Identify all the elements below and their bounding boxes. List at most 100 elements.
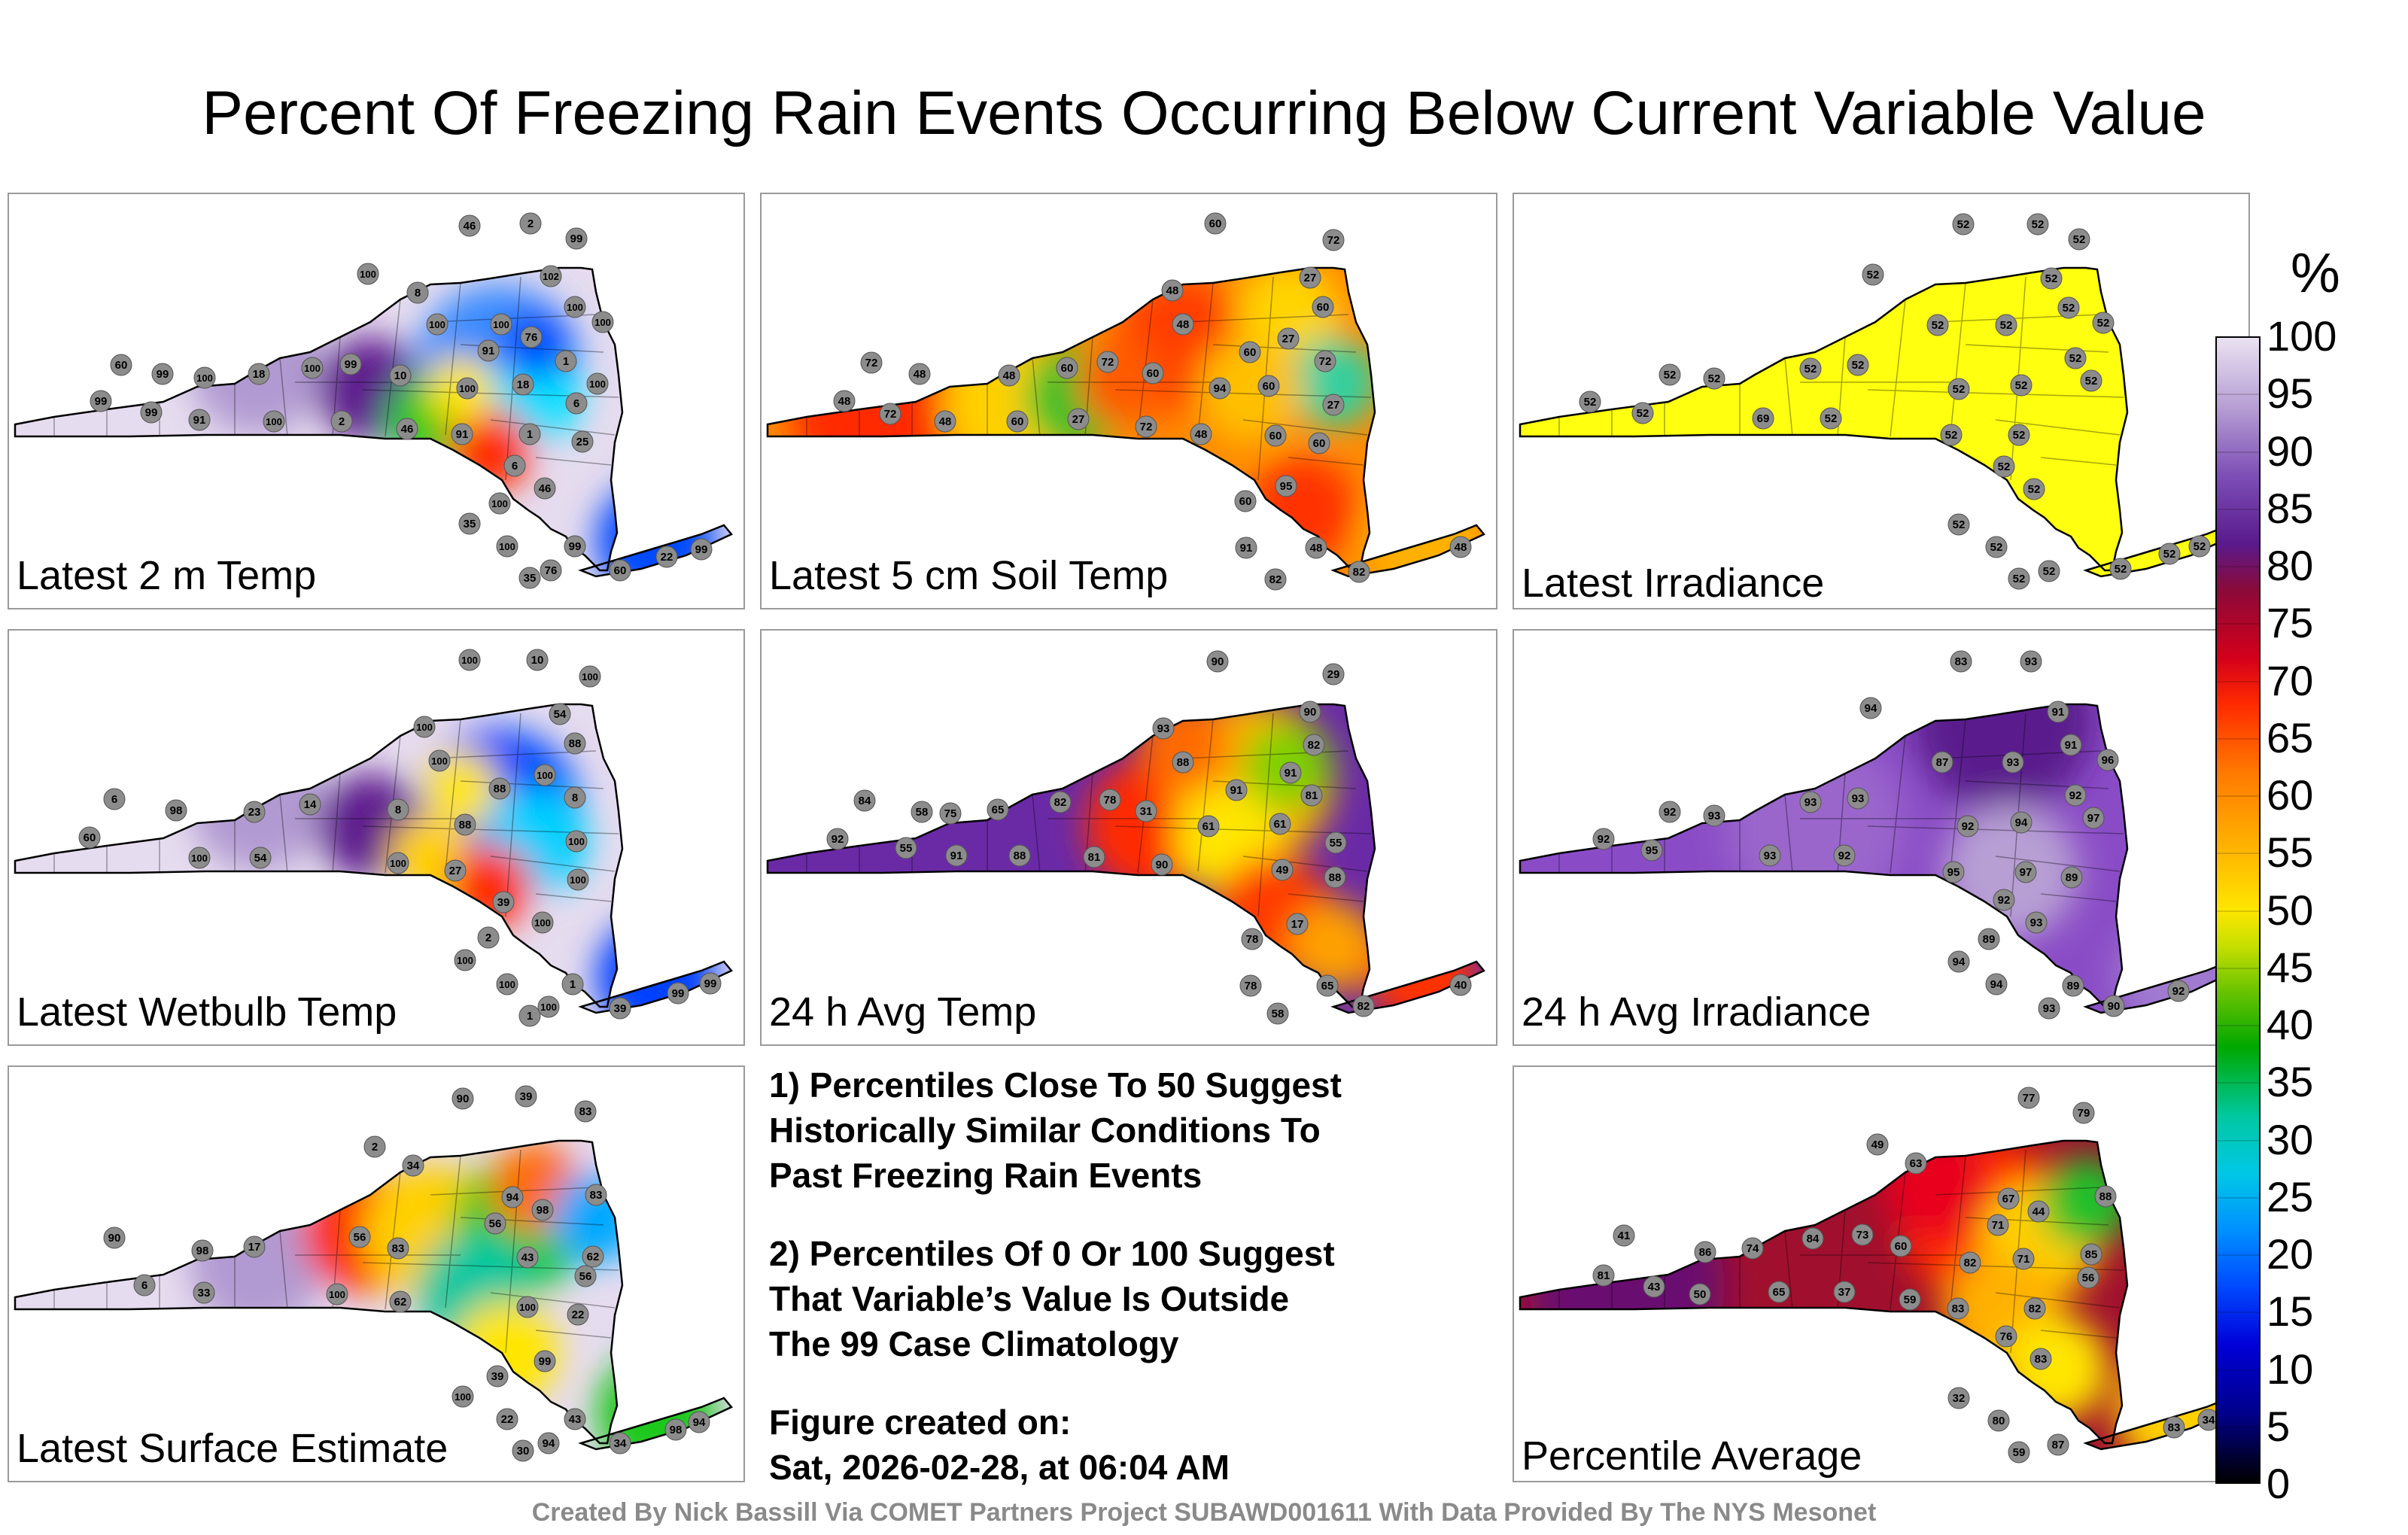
station-marker: 83 [1947, 1297, 1969, 1320]
station-marker: 100 [579, 665, 601, 688]
station-marker: 52 [2158, 543, 2181, 565]
station-marker: 8 [387, 798, 409, 821]
station-marker: 60 [1204, 212, 1227, 235]
station-value: 72 [1140, 421, 1153, 433]
station-value: 63 [1910, 1157, 1923, 1170]
station-marker: 100 [387, 852, 409, 874]
station-marker: 82 [1264, 568, 1287, 591]
station-value: 100 [431, 755, 448, 767]
station-marker: 65 [1768, 1281, 1790, 1303]
station-marker: 39 [492, 891, 515, 913]
station-marker: 87 [1931, 751, 1953, 774]
station-marker: 84 [853, 789, 876, 812]
station-marker: 52 [1993, 455, 2015, 478]
station-dot [1987, 1409, 2010, 1432]
station-dot [1279, 761, 1302, 784]
station-dot [503, 454, 526, 477]
station-value: 99 [145, 406, 158, 419]
station-dot [526, 649, 549, 671]
station-value: 27 [1327, 399, 1340, 412]
station-dot [911, 801, 933, 823]
station-dot [1847, 354, 1869, 376]
station-value: 6 [111, 793, 117, 806]
station-value: 93 [1708, 810, 1721, 822]
station-value: 94 [1214, 382, 1227, 395]
station-marker: 52 [1862, 263, 1884, 286]
station-dot [1209, 377, 1231, 400]
station-dot [357, 263, 379, 285]
station-dot [564, 786, 586, 809]
station-marker: 100 [428, 749, 451, 772]
station-marker: 100 [451, 1385, 474, 1408]
station-value: 17 [248, 1241, 261, 1254]
station-marker: 94 [1985, 973, 2008, 995]
colorbar-tick-label: 60 [2267, 771, 2314, 819]
station-marker: 93 [1759, 844, 1781, 867]
station-value: 100 [589, 378, 606, 390]
station-marker: 83 [2163, 1416, 2185, 1439]
station-marker: 100 [454, 949, 476, 971]
colorbar-tick-label: 35 [2267, 1058, 2314, 1106]
station-dot [2010, 811, 2033, 834]
station-dot [1947, 950, 1970, 973]
station-value: 100 [191, 853, 208, 864]
station-dot [609, 1432, 631, 1454]
station-value: 6 [573, 397, 579, 410]
station-value: 88 [1014, 850, 1026, 862]
station-dot [567, 1303, 589, 1326]
station-value: 83 [1952, 1302, 1965, 1315]
station-dot [1299, 701, 1321, 723]
station-dot [1006, 410, 1029, 433]
station-dot [1096, 351, 1119, 373]
panel-label: 24 h Avg Irradiance [1522, 989, 1871, 1035]
panel-label: Latest Surface Estimate [17, 1426, 448, 1471]
station-marker: 61 [1269, 813, 1291, 835]
station-marker: 102 [540, 265, 562, 287]
station-marker: 88 [1324, 866, 1346, 889]
station-value: 82 [1308, 739, 1321, 752]
station-value: 93 [2007, 756, 2020, 769]
station-marker: 60 [110, 354, 132, 376]
station-dot [243, 1236, 266, 1258]
station-dot [1083, 846, 1105, 868]
colorbar-tick-label: 40 [2267, 1001, 2314, 1048]
station-value: 61 [1274, 818, 1287, 831]
station-dot [945, 844, 968, 867]
station-marker: 91 [188, 409, 211, 431]
colorbar-tick-mark [2215, 1025, 2261, 1026]
station-dot [1264, 568, 1287, 591]
station-marker: 52 [2080, 369, 2102, 392]
field-background [1520, 268, 2236, 576]
station-value: 52 [2015, 379, 2028, 392]
credit-line: Created By Nick Bassill Via COMET Partne… [531, 1498, 1877, 1527]
station-marker: 100 [193, 366, 216, 389]
station-value: 49 [1276, 864, 1289, 877]
station-marker: 100 [490, 313, 512, 336]
station-dot [585, 1184, 607, 1206]
station-dot [690, 538, 713, 561]
station-marker: 58 [1266, 1002, 1289, 1025]
station-value: 48 [1003, 369, 1016, 382]
station-dot [1352, 995, 1375, 1017]
colorbar-tick-mark [2215, 680, 2261, 682]
station-dot [1449, 536, 1472, 558]
station-marker: 95 [1942, 861, 1965, 883]
station-dot [826, 828, 849, 850]
station-dot [488, 777, 511, 800]
station-dot [2047, 1433, 2069, 1456]
station-value: 90 [1212, 655, 1224, 668]
station-marker: 62 [389, 1290, 412, 1313]
field-blob [449, 845, 532, 928]
station-value: 88 [1329, 871, 1342, 884]
station-value: 82 [1964, 1257, 1977, 1269]
station-dot [330, 410, 353, 433]
station-dot [2188, 535, 2211, 558]
station-marker: 39 [515, 1085, 537, 1108]
station-value: 52 [1957, 218, 1970, 231]
station-marker: 89 [1978, 928, 2000, 950]
station-marker: 52 [1926, 314, 1949, 336]
station-dot [1264, 424, 1287, 447]
station-value: 78 [1104, 794, 1117, 807]
station-dot [486, 1365, 509, 1388]
station-dot [609, 559, 631, 582]
